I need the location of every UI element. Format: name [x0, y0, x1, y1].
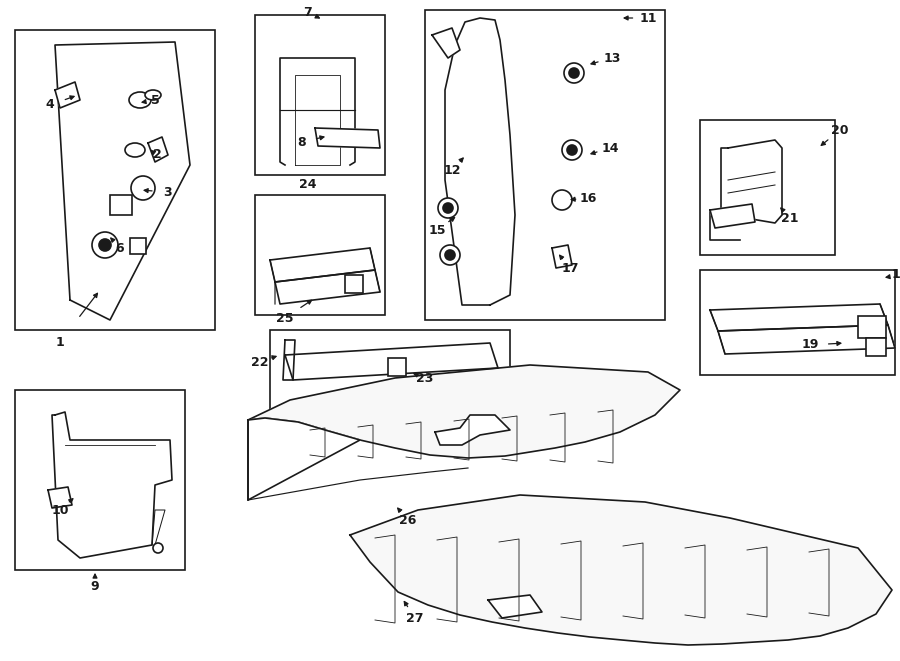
Circle shape — [443, 203, 453, 213]
Bar — [15, 390, 185, 570]
Ellipse shape — [129, 92, 151, 108]
Text: 11: 11 — [639, 11, 657, 24]
Bar — [15, 30, 215, 330]
Polygon shape — [48, 487, 72, 508]
Text: 13: 13 — [603, 52, 621, 65]
Bar — [270, 330, 510, 410]
Text: 9: 9 — [91, 580, 99, 592]
Bar — [130, 238, 146, 254]
Bar — [866, 338, 886, 356]
Circle shape — [552, 190, 572, 210]
Text: 4: 4 — [46, 98, 54, 112]
Polygon shape — [435, 415, 510, 445]
Text: 1: 1 — [56, 336, 65, 348]
Bar — [255, 195, 385, 315]
Text: 23: 23 — [417, 371, 434, 385]
Circle shape — [564, 63, 584, 83]
Text: 10: 10 — [51, 504, 68, 516]
Circle shape — [153, 543, 163, 553]
Polygon shape — [248, 418, 360, 500]
Text: 22: 22 — [251, 356, 269, 368]
Polygon shape — [285, 343, 498, 380]
Circle shape — [92, 232, 118, 258]
Circle shape — [445, 250, 455, 260]
Polygon shape — [315, 128, 380, 148]
Circle shape — [569, 68, 579, 78]
Text: 3: 3 — [163, 186, 171, 198]
Text: 26: 26 — [400, 514, 417, 527]
Circle shape — [131, 176, 155, 200]
Bar — [425, 10, 665, 320]
Polygon shape — [248, 365, 680, 458]
Polygon shape — [52, 412, 172, 558]
Text: 20: 20 — [832, 124, 849, 137]
Polygon shape — [270, 248, 375, 282]
Text: 18: 18 — [891, 268, 900, 282]
Bar — [858, 316, 886, 338]
Bar — [700, 270, 895, 375]
Bar — [700, 120, 835, 255]
Text: 15: 15 — [428, 223, 446, 237]
Circle shape — [567, 145, 577, 155]
Text: 6: 6 — [116, 241, 124, 254]
Text: 17: 17 — [562, 262, 579, 274]
Polygon shape — [55, 42, 190, 320]
Text: 5: 5 — [150, 93, 159, 106]
Bar — [345, 275, 363, 293]
Text: 8: 8 — [298, 136, 306, 149]
Ellipse shape — [125, 143, 145, 157]
Text: 24: 24 — [299, 178, 317, 192]
Text: 19: 19 — [801, 338, 819, 352]
Ellipse shape — [145, 90, 161, 100]
Bar — [388, 358, 406, 376]
Polygon shape — [148, 137, 168, 162]
Polygon shape — [488, 595, 542, 618]
Polygon shape — [350, 495, 892, 645]
Circle shape — [440, 245, 460, 265]
Polygon shape — [710, 304, 888, 331]
Polygon shape — [445, 18, 515, 305]
Polygon shape — [275, 270, 380, 304]
Text: 16: 16 — [580, 192, 597, 204]
Bar — [255, 15, 385, 175]
Circle shape — [562, 140, 582, 160]
Circle shape — [99, 239, 111, 251]
Text: 25: 25 — [276, 311, 293, 325]
Text: 12: 12 — [443, 163, 461, 176]
Polygon shape — [710, 204, 755, 228]
Polygon shape — [283, 340, 295, 380]
Polygon shape — [721, 140, 782, 223]
Text: 27: 27 — [406, 611, 424, 625]
Bar — [110, 195, 132, 215]
Polygon shape — [55, 82, 80, 108]
Polygon shape — [718, 325, 895, 354]
Polygon shape — [552, 245, 572, 268]
Text: 7: 7 — [303, 5, 312, 19]
Text: 2: 2 — [153, 149, 161, 161]
Text: 14: 14 — [601, 141, 619, 155]
Text: 21: 21 — [781, 212, 799, 225]
Polygon shape — [432, 28, 460, 58]
Circle shape — [438, 198, 458, 218]
